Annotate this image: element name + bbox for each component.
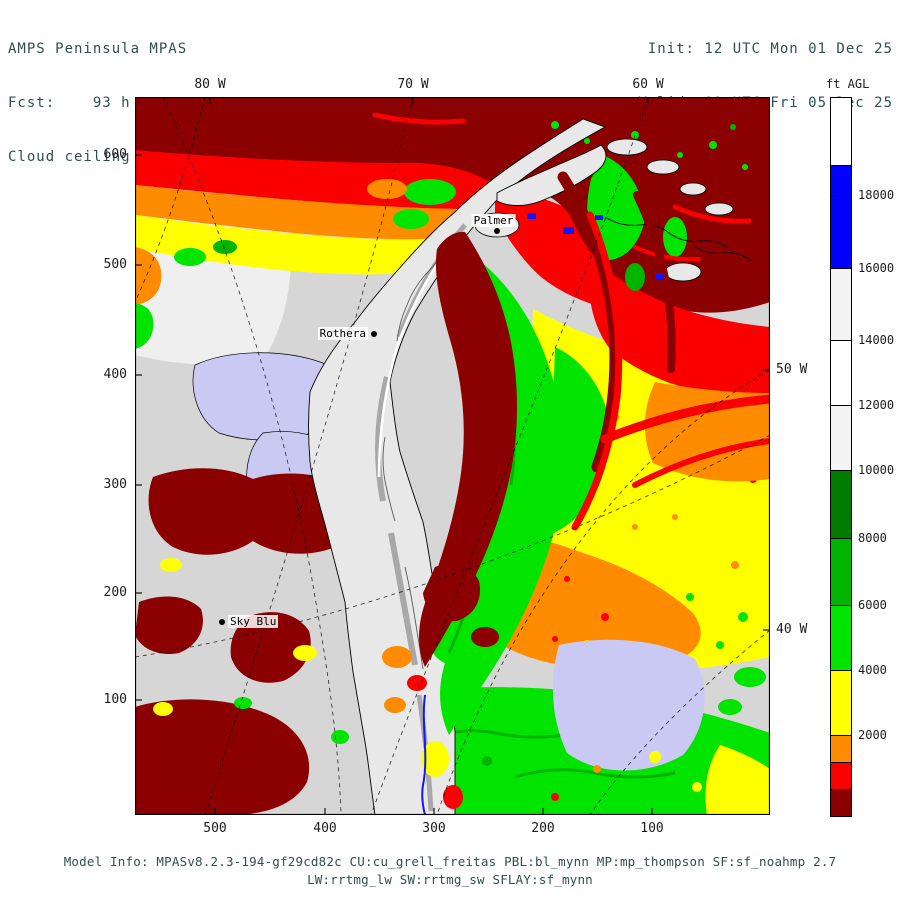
station-dot	[371, 331, 377, 337]
top-axis-tick-label: 70 W	[397, 77, 429, 92]
init-time: Init: 12 UTC Mon 01 Dec 25	[647, 41, 893, 57]
x-axis-tick-label: 200	[531, 821, 555, 836]
colorbar-segment	[831, 196, 851, 269]
model-name: AMPS Peninsula MPAS	[8, 41, 188, 57]
right-axis-tick-label: 50 W	[776, 362, 808, 377]
colorbar-tick-label: 18000	[858, 188, 895, 202]
colorbar-tick-label: 2000	[858, 728, 887, 742]
colorbar-segment	[831, 539, 851, 606]
darkred-band-east-coast	[419, 231, 517, 667]
colorbar-tick-label: 14000	[858, 333, 895, 347]
colorbar-segment	[831, 406, 851, 471]
colorbar-tick-label: 6000	[858, 598, 887, 612]
clear-area-south	[552, 639, 705, 771]
model-info-line-2: LW:rrtmg_lw SW:rrtmg_sw SFLAY:sf_mynn	[307, 872, 593, 887]
darkred-blobs-southwest	[148, 468, 358, 555]
colorbar-segment	[831, 671, 851, 736]
x-axis-tick-label: 400	[313, 821, 337, 836]
high-ceiling-speck	[527, 213, 536, 219]
terrain-layer	[308, 118, 734, 815]
y-axis-tick-label: 100	[103, 692, 127, 707]
y-axis-tick-label: 200	[103, 585, 127, 600]
colorbar-tick-label: 8000	[858, 531, 887, 545]
x-axis-tick-label: 100	[640, 821, 664, 836]
colorbar-segment	[831, 790, 851, 816]
x-axis-tick-label: 300	[422, 821, 446, 836]
colorbar	[830, 97, 852, 817]
map-frame	[135, 97, 770, 815]
top-axis-tick-label: 80 W	[194, 77, 226, 92]
colorbar-segment	[831, 98, 851, 166]
station-dot	[219, 619, 225, 625]
colorbar-segment	[831, 471, 851, 539]
colorbar-tick-label: 16000	[858, 261, 895, 275]
station-dot	[494, 228, 500, 234]
y-axis-tick-label: 600	[103, 147, 127, 162]
y-axis-tick-label: 500	[103, 257, 127, 272]
colorbar-segment	[831, 269, 851, 341]
y-axis-tick-label: 400	[103, 367, 127, 382]
cloud-field-east	[382, 171, 770, 815]
colorbar-segment	[831, 736, 851, 763]
cloud-field-south	[135, 468, 770, 815]
terrain-islands-arc	[496, 144, 607, 206]
colorbar-segment	[831, 606, 851, 671]
station-label: Palmer	[471, 214, 516, 227]
model-info-line-1: Model Info: MPASv8.2.3-194-gf29cd82c CU:…	[63, 854, 837, 869]
x-axis-tick-label: 500	[203, 821, 227, 836]
colorbar-tick-label: 4000	[858, 663, 887, 677]
colorbar-segment	[831, 763, 851, 790]
colorbar-tick-label: 12000	[858, 398, 895, 412]
top-axis-tick-label: 60 W	[632, 77, 664, 92]
forecast-hour: Fcst: 93 h	[8, 95, 131, 111]
colorbar-segment	[831, 341, 851, 406]
map-canvas	[135, 97, 770, 815]
colorbar-title: ft AGL	[826, 77, 870, 91]
colorbar-segment	[831, 166, 851, 196]
graticule	[135, 97, 770, 815]
y-axis-tick-label: 300	[103, 477, 127, 492]
station-label: Rothera	[317, 327, 368, 340]
station-label: Sky Blu	[228, 615, 279, 628]
right-axis-tick-label: 40 W	[776, 622, 808, 637]
colorbar-tick-label: 10000	[858, 463, 895, 477]
